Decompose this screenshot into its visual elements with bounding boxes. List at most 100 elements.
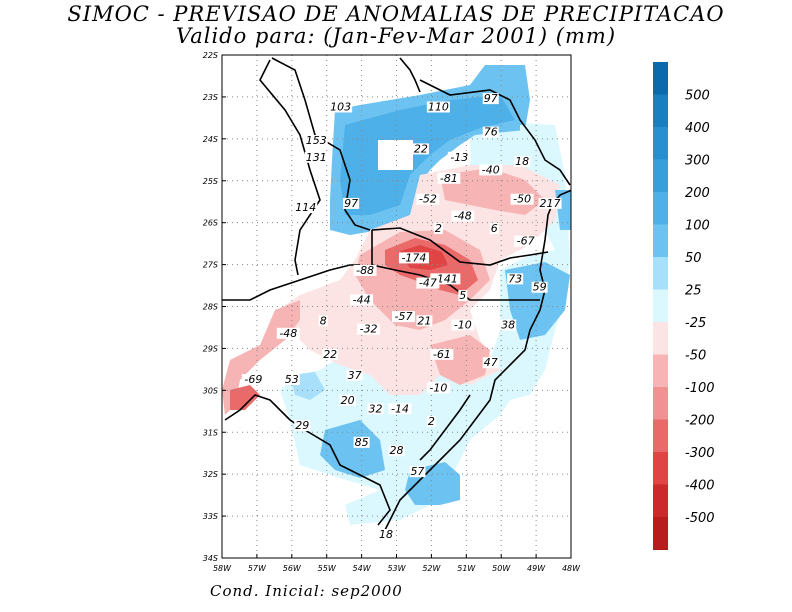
value-label: 97 [344,197,358,210]
value-label: -52 [419,193,437,206]
colorbar-segment [653,354,668,387]
value-label-bg [451,319,475,331]
colorbar-label: 200 [685,186,710,201]
white-gap [378,140,413,170]
value-label-bg [416,277,440,289]
colorbar-segment [653,127,668,160]
value-label-bg [514,155,531,167]
colorbar-label: -200 [685,414,715,429]
value-label-bg [241,373,265,385]
value-label-bg [304,135,328,147]
value-label: -48 [454,209,472,222]
value-label: 32 [369,402,383,415]
value-label: 153 [306,134,327,147]
value-label: -14 [391,402,409,415]
lon-tick-label: 51W [457,564,476,573]
colorbar-label: -50 [685,349,706,364]
lat-tick-label: 24S [203,135,218,144]
value-label: -48 [279,327,297,340]
colorbar-label: -25 [685,316,706,331]
value-label: 28 [390,444,404,457]
lat-tick-label: 33S [203,512,218,521]
colorbar-segment [653,322,668,355]
value-label: 131 [306,151,327,164]
colorbar-segment [653,289,668,322]
value-label: 110 [428,100,449,113]
value-label: 38 [501,318,515,331]
value-label-bg [510,193,534,205]
value-label: 21 [417,314,431,327]
border-uruguay [224,394,391,526]
value-label: 18 [515,155,529,168]
value-label: 217 [540,197,561,210]
value-label-bg [353,264,377,276]
value-label-bg [357,323,381,335]
value-label-bg [416,315,433,327]
lon-tick-label: 56W [283,564,302,573]
colorbar: 500 400 300 200 100 50 25 -25 -50 -100 -200 -300 -40… [653,62,715,550]
value-label: 18 [379,528,393,541]
value-label: 114 [295,201,316,214]
value-label: 2 [428,415,435,428]
lon-tick-label: 53W [387,564,406,573]
value-label-bg [367,403,384,415]
value-label-bg [458,290,468,302]
value-label-bg [538,197,562,209]
value-label-bg [409,466,426,478]
value-label: 6 [491,222,498,235]
colorbar-segment [653,159,668,192]
value-label-bg [294,202,318,214]
value-label: -10 [454,318,472,331]
value-label: 20 [341,394,355,407]
colorbar-label: 300 [685,154,710,169]
colorbar-segment [653,452,668,485]
axis-tick-labels: 22S23S24S25S26S27S28S29S30S31S32S33S34S5… [203,51,581,573]
value-label-bg [430,348,454,360]
initial-condition-label: Cond. Inicial: sep2000 [210,582,403,600]
lon-tick-label: 52W [422,564,441,573]
value-label-bg [304,151,328,163]
colorbar-segment [653,257,668,290]
value-label: 53 [285,373,299,386]
colorbar-segment [653,62,668,95]
lagoon [419,394,471,461]
lat-tick-label: 26S [203,219,218,228]
value-label-bg [451,210,475,222]
value-label-bg [482,357,499,369]
value-label: 57 [410,465,424,478]
map-title: SIMOC - PREVISAO DE ANOMALIAS DE PRECIPI… [67,2,725,26]
map-subtitle: Valido para: (Jan-Fev-Mar 2001) (mm) [175,24,617,48]
value-label-bg [346,369,363,381]
value-label: -50 [513,193,531,206]
value-label: -81 [440,172,458,185]
value-label: 29 [295,419,309,432]
value-label: 59 [533,281,547,294]
value-label: 76 [484,126,498,139]
value-label: -88 [356,264,374,277]
value-label: 97 [484,92,498,105]
value-label-bg [388,445,405,457]
lon-tick-label: 54W [353,564,372,573]
value-label: -32 [360,323,378,336]
lon-tick-label: 50W [492,564,511,573]
value-label-bg [514,235,538,247]
value-label-bg [350,294,374,306]
value-label: 2 [435,222,442,235]
colorbar-segment [653,94,668,127]
value-label: -57 [394,310,412,323]
lat-tick-label: 28S [203,303,218,312]
border-paraguay [271,57,371,231]
value-label: 85 [355,436,369,449]
lon-tick-label: 58W [213,564,232,573]
lat-tick-label: 29S [203,344,218,353]
positive-anomaly-south [320,420,385,478]
colorbar-label: -100 [685,381,715,396]
value-label: 22 [414,142,428,155]
lat-tick-label: 22S [203,51,218,60]
colorbar-label: -400 [685,479,715,494]
colorbar-segment [653,192,668,225]
value-label-bg [388,403,412,415]
value-label: 73 [508,272,522,285]
value-label-bg [329,101,353,113]
